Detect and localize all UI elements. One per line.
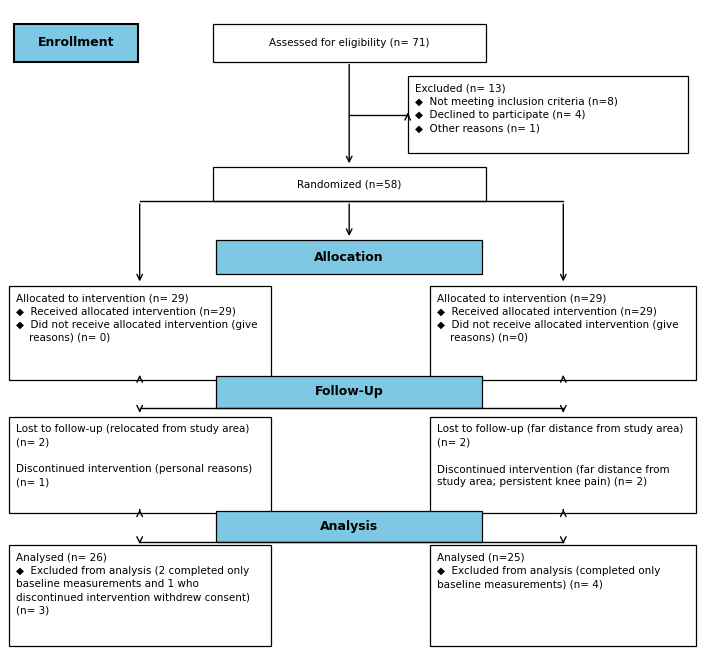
Text: Allocated to intervention (n=29)
◆  Received allocated intervention (n=29)
◆  Di: Allocated to intervention (n=29) ◆ Recei…: [437, 293, 679, 343]
Text: Enrollment: Enrollment: [38, 36, 114, 49]
Text: Analysed (n=25)
◆  Excluded from analysis (completed only
baseline measurements): Analysed (n=25) ◆ Excluded from analysis…: [437, 553, 661, 589]
Text: Analysed (n= 26)
◆  Excluded from analysis (2 completed only
baseline measuremen: Analysed (n= 26) ◆ Excluded from analysi…: [16, 553, 250, 616]
Text: Lost to follow-up (relocated from study area)
(n= 2)

Discontinued intervention : Lost to follow-up (relocated from study …: [16, 424, 252, 487]
FancyBboxPatch shape: [216, 376, 482, 408]
FancyBboxPatch shape: [430, 286, 696, 380]
FancyBboxPatch shape: [9, 286, 271, 380]
Text: Allocation: Allocation: [314, 251, 384, 263]
FancyBboxPatch shape: [216, 511, 482, 542]
FancyBboxPatch shape: [9, 417, 271, 513]
FancyBboxPatch shape: [9, 545, 271, 646]
FancyBboxPatch shape: [430, 417, 696, 513]
Text: Follow-Up: Follow-Up: [315, 386, 384, 398]
FancyBboxPatch shape: [408, 76, 688, 153]
Text: Analysis: Analysis: [320, 520, 378, 533]
Text: Assessed for eligibility (n= 71): Assessed for eligibility (n= 71): [269, 38, 430, 48]
FancyBboxPatch shape: [14, 24, 138, 62]
FancyBboxPatch shape: [216, 240, 482, 274]
FancyBboxPatch shape: [430, 545, 696, 646]
Text: Allocated to intervention (n= 29)
◆  Received allocated intervention (n=29)
◆  D: Allocated to intervention (n= 29) ◆ Rece…: [16, 293, 257, 343]
Text: Excluded (n= 13)
◆  Not meeting inclusion criteria (n=8)
◆  Declined to particip: Excluded (n= 13) ◆ Not meeting inclusion…: [415, 84, 618, 133]
Text: Lost to follow-up (far distance from study area)
(n= 2)

Discontinued interventi: Lost to follow-up (far distance from stu…: [437, 424, 683, 487]
FancyBboxPatch shape: [213, 167, 486, 201]
Text: Randomized (n=58): Randomized (n=58): [297, 179, 401, 190]
FancyBboxPatch shape: [213, 24, 486, 62]
